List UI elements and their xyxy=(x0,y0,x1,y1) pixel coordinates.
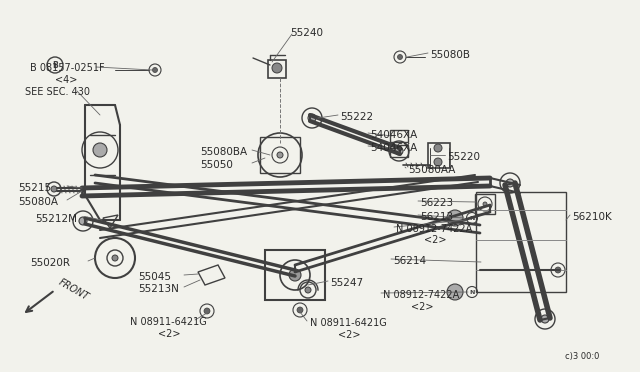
Circle shape xyxy=(204,308,210,314)
Bar xyxy=(390,145,408,157)
Text: 55212M: 55212M xyxy=(35,214,77,224)
Circle shape xyxy=(93,143,107,157)
Circle shape xyxy=(397,55,403,60)
Bar xyxy=(265,250,325,300)
Circle shape xyxy=(506,179,514,187)
Circle shape xyxy=(434,144,442,152)
Text: <2>: <2> xyxy=(338,330,360,340)
Bar xyxy=(390,130,408,142)
Circle shape xyxy=(434,158,442,166)
Text: 54046XA: 54046XA xyxy=(370,143,417,153)
Text: 55045: 55045 xyxy=(138,272,171,282)
Text: 55020R: 55020R xyxy=(30,258,70,268)
Circle shape xyxy=(297,307,303,313)
Circle shape xyxy=(447,210,463,226)
Circle shape xyxy=(541,315,549,323)
Text: <2>: <2> xyxy=(411,302,433,312)
Text: N 08911-6421G: N 08911-6421G xyxy=(130,317,207,327)
Circle shape xyxy=(112,255,118,261)
Text: 56223: 56223 xyxy=(420,198,453,208)
Bar xyxy=(475,194,495,214)
Circle shape xyxy=(79,217,87,225)
Circle shape xyxy=(555,267,561,273)
Text: N 08911-6421G: N 08911-6421G xyxy=(310,318,387,328)
Text: <2>: <2> xyxy=(424,235,447,245)
Text: 56213: 56213 xyxy=(420,212,453,222)
Text: N: N xyxy=(469,215,475,221)
Text: 55080BA: 55080BA xyxy=(200,147,247,157)
Bar xyxy=(428,143,450,168)
Text: B: B xyxy=(52,61,58,70)
Text: 55080AA: 55080AA xyxy=(408,165,456,175)
Text: N 08912-7422A: N 08912-7422A xyxy=(396,224,472,234)
Circle shape xyxy=(272,63,282,73)
Text: B 08157-0251F: B 08157-0251F xyxy=(30,63,104,73)
Text: SEE SEC. 430: SEE SEC. 430 xyxy=(25,87,90,97)
Text: 56210K: 56210K xyxy=(572,212,612,222)
Circle shape xyxy=(308,114,316,122)
Text: 55050: 55050 xyxy=(200,160,233,170)
Text: 55220: 55220 xyxy=(447,152,480,162)
Text: 55240: 55240 xyxy=(290,28,323,38)
Bar xyxy=(260,137,300,173)
Text: 55080B: 55080B xyxy=(430,50,470,60)
Text: <2>: <2> xyxy=(158,329,180,339)
Text: 55222: 55222 xyxy=(340,112,373,122)
Circle shape xyxy=(395,147,403,155)
Circle shape xyxy=(152,67,157,73)
Text: 54046XA: 54046XA xyxy=(370,130,417,140)
Text: N: N xyxy=(469,289,475,295)
Text: 55080A: 55080A xyxy=(18,197,58,207)
Text: 56214: 56214 xyxy=(393,256,426,266)
Circle shape xyxy=(447,284,463,300)
Circle shape xyxy=(277,152,283,158)
Bar xyxy=(268,60,286,78)
Bar xyxy=(476,192,566,292)
Circle shape xyxy=(483,202,487,206)
Circle shape xyxy=(305,287,311,293)
Text: FRONT: FRONT xyxy=(57,278,91,303)
Text: 55213N: 55213N xyxy=(138,284,179,294)
Circle shape xyxy=(289,269,301,281)
Text: 55215: 55215 xyxy=(18,183,51,193)
Text: c)3 00:0: c)3 00:0 xyxy=(565,352,600,361)
Text: N 08912-7422A: N 08912-7422A xyxy=(383,290,460,300)
Circle shape xyxy=(51,186,57,192)
Text: 55247: 55247 xyxy=(330,278,363,288)
Text: <4>: <4> xyxy=(55,75,77,85)
